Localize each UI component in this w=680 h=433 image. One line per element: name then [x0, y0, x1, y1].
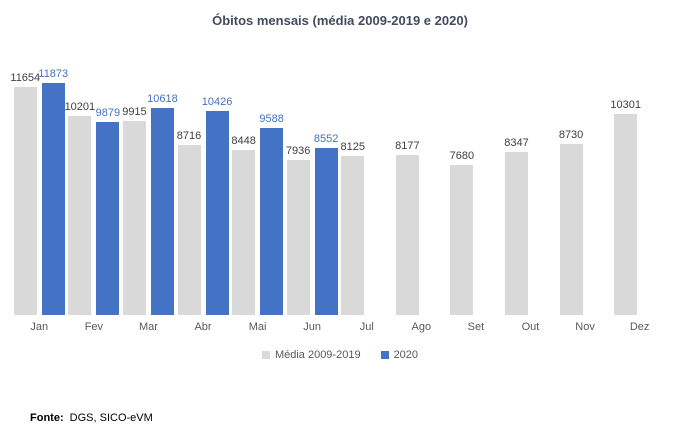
x-axis-label-jul: Jul [359, 321, 374, 333]
x-axis-label-nov: Nov [575, 321, 595, 333]
legend: Média 2009-2019 2020 [0, 349, 680, 361]
bar-y2020-abr: 10426 [202, 96, 232, 315]
legend-label-2020: 2020 [393, 349, 419, 361]
bar-y2020-mai: 9588 [259, 113, 284, 315]
bar-value-label: 7936 [285, 144, 311, 157]
bar-value-label: 8730 [558, 129, 584, 142]
bar-media-jun: 7936 [286, 145, 310, 315]
bar-group-mar: 9915 10618 [121, 83, 178, 315]
bar-group-jan: 11654 11873 [10, 68, 68, 315]
bar-media-set: 7680 [450, 150, 474, 315]
bar-value-label: 8716 [176, 129, 202, 142]
bar-y2020-jan: 11873 [38, 68, 68, 315]
bar-value-label: 8448 [231, 134, 256, 147]
bar-value-label: 10301 [610, 98, 641, 111]
legend-label-media-2009-2019: Média 2009-2019 [274, 349, 361, 361]
bar-value-label: 11873 [38, 68, 69, 80]
x-axis-label-jan: Jan [30, 321, 49, 333]
source-note: Fonte: DGS, SICO-eVM [30, 412, 153, 424]
bar-group-out: 8347 [503, 83, 558, 315]
legend-item-media-2009-2019: Média 2009-2019 [261, 349, 361, 361]
x-axis-label-mar: Mar [138, 321, 158, 333]
plot-area: 11654 11873 10201 9879 9915 10618 8716 10426 844… [10, 68, 667, 315]
bar-group-mai: 8448 9588 [230, 83, 285, 315]
x-axis-label-abr: Abr [194, 321, 212, 333]
bar-value-label: 10201 [64, 100, 96, 113]
bar-value-label: 8347 [504, 136, 529, 149]
bar-value-label: 8552 [313, 132, 339, 145]
bar-value-label: 9879 [95, 107, 121, 119]
bar-media-fev: 10201 [65, 101, 95, 315]
bar-media-jul: 8125 [341, 141, 365, 315]
source-text: DGS, SICO-eVM [69, 412, 153, 424]
bar-group-jun: 7936 8552 [285, 83, 340, 315]
legend-swatch-media-2009-2019 [261, 351, 270, 359]
bar-y2020-mar: 10618 [147, 93, 178, 315]
bar-value-label: 11654 [10, 72, 41, 85]
x-axis-label-set: Set [467, 321, 485, 333]
x-axis: Jan Fev Mar Abr Mai Jun Jul Ago Set Out Nov Dez [12, 321, 667, 333]
chart-title: Óbitos mensais (média 2009-2019 e 2020) [212, 13, 468, 28]
bar-value-label: 7680 [449, 149, 475, 162]
bar-value-label: 10618 [147, 92, 178, 105]
x-axis-label-dez: Dez [629, 321, 650, 333]
bar-group-nov: 8730 [558, 83, 613, 315]
x-axis-label-out: Out [521, 321, 540, 333]
bar-media-abr: 8716 [177, 130, 201, 315]
source-label: Fonte: [30, 412, 64, 424]
bar-media-ago: 8177 [395, 140, 420, 315]
bar-media-dez: 10301 [610, 99, 641, 315]
bar-group-abr: 8716 10426 [176, 83, 232, 315]
bar-value-label: 9915 [122, 106, 147, 119]
bar-value-label: 9588 [259, 112, 284, 125]
x-axis-label-fev: Fev [84, 321, 104, 333]
bar-group-ago: 8177 [394, 83, 449, 315]
bar-media-nov: 8730 [559, 129, 583, 315]
x-axis-label-ago: Ago [411, 321, 432, 333]
chart-container: Óbitos mensais (média 2009-2019 e 2020) … [0, 13, 680, 424]
bar-y2020-jun: 8552 [314, 133, 338, 315]
bar-group-set: 7680 [449, 83, 504, 315]
bar-group-dez: 10301 [610, 83, 667, 315]
bar-value-label: 8177 [395, 140, 420, 153]
legend-item-2020: 2020 [380, 349, 419, 361]
x-axis-label-jun: Jun [303, 321, 322, 333]
bar-y2020-fev: 9879 [96, 107, 120, 315]
bar-media-jan: 11654 [10, 72, 40, 315]
bar-media-out: 8347 [504, 137, 529, 315]
bar-group-fev: 10201 9879 [65, 83, 122, 315]
bar-group-jul: 8125 [339, 83, 394, 315]
legend-swatch-2020 [380, 351, 389, 359]
bar-value-label: 8125 [340, 141, 365, 154]
bar-media-mai: 8448 [231, 135, 256, 315]
bar-value-label: 10426 [201, 96, 233, 109]
x-axis-label-mai: Mai [248, 321, 267, 333]
bar-media-mar: 9915 [122, 106, 147, 315]
